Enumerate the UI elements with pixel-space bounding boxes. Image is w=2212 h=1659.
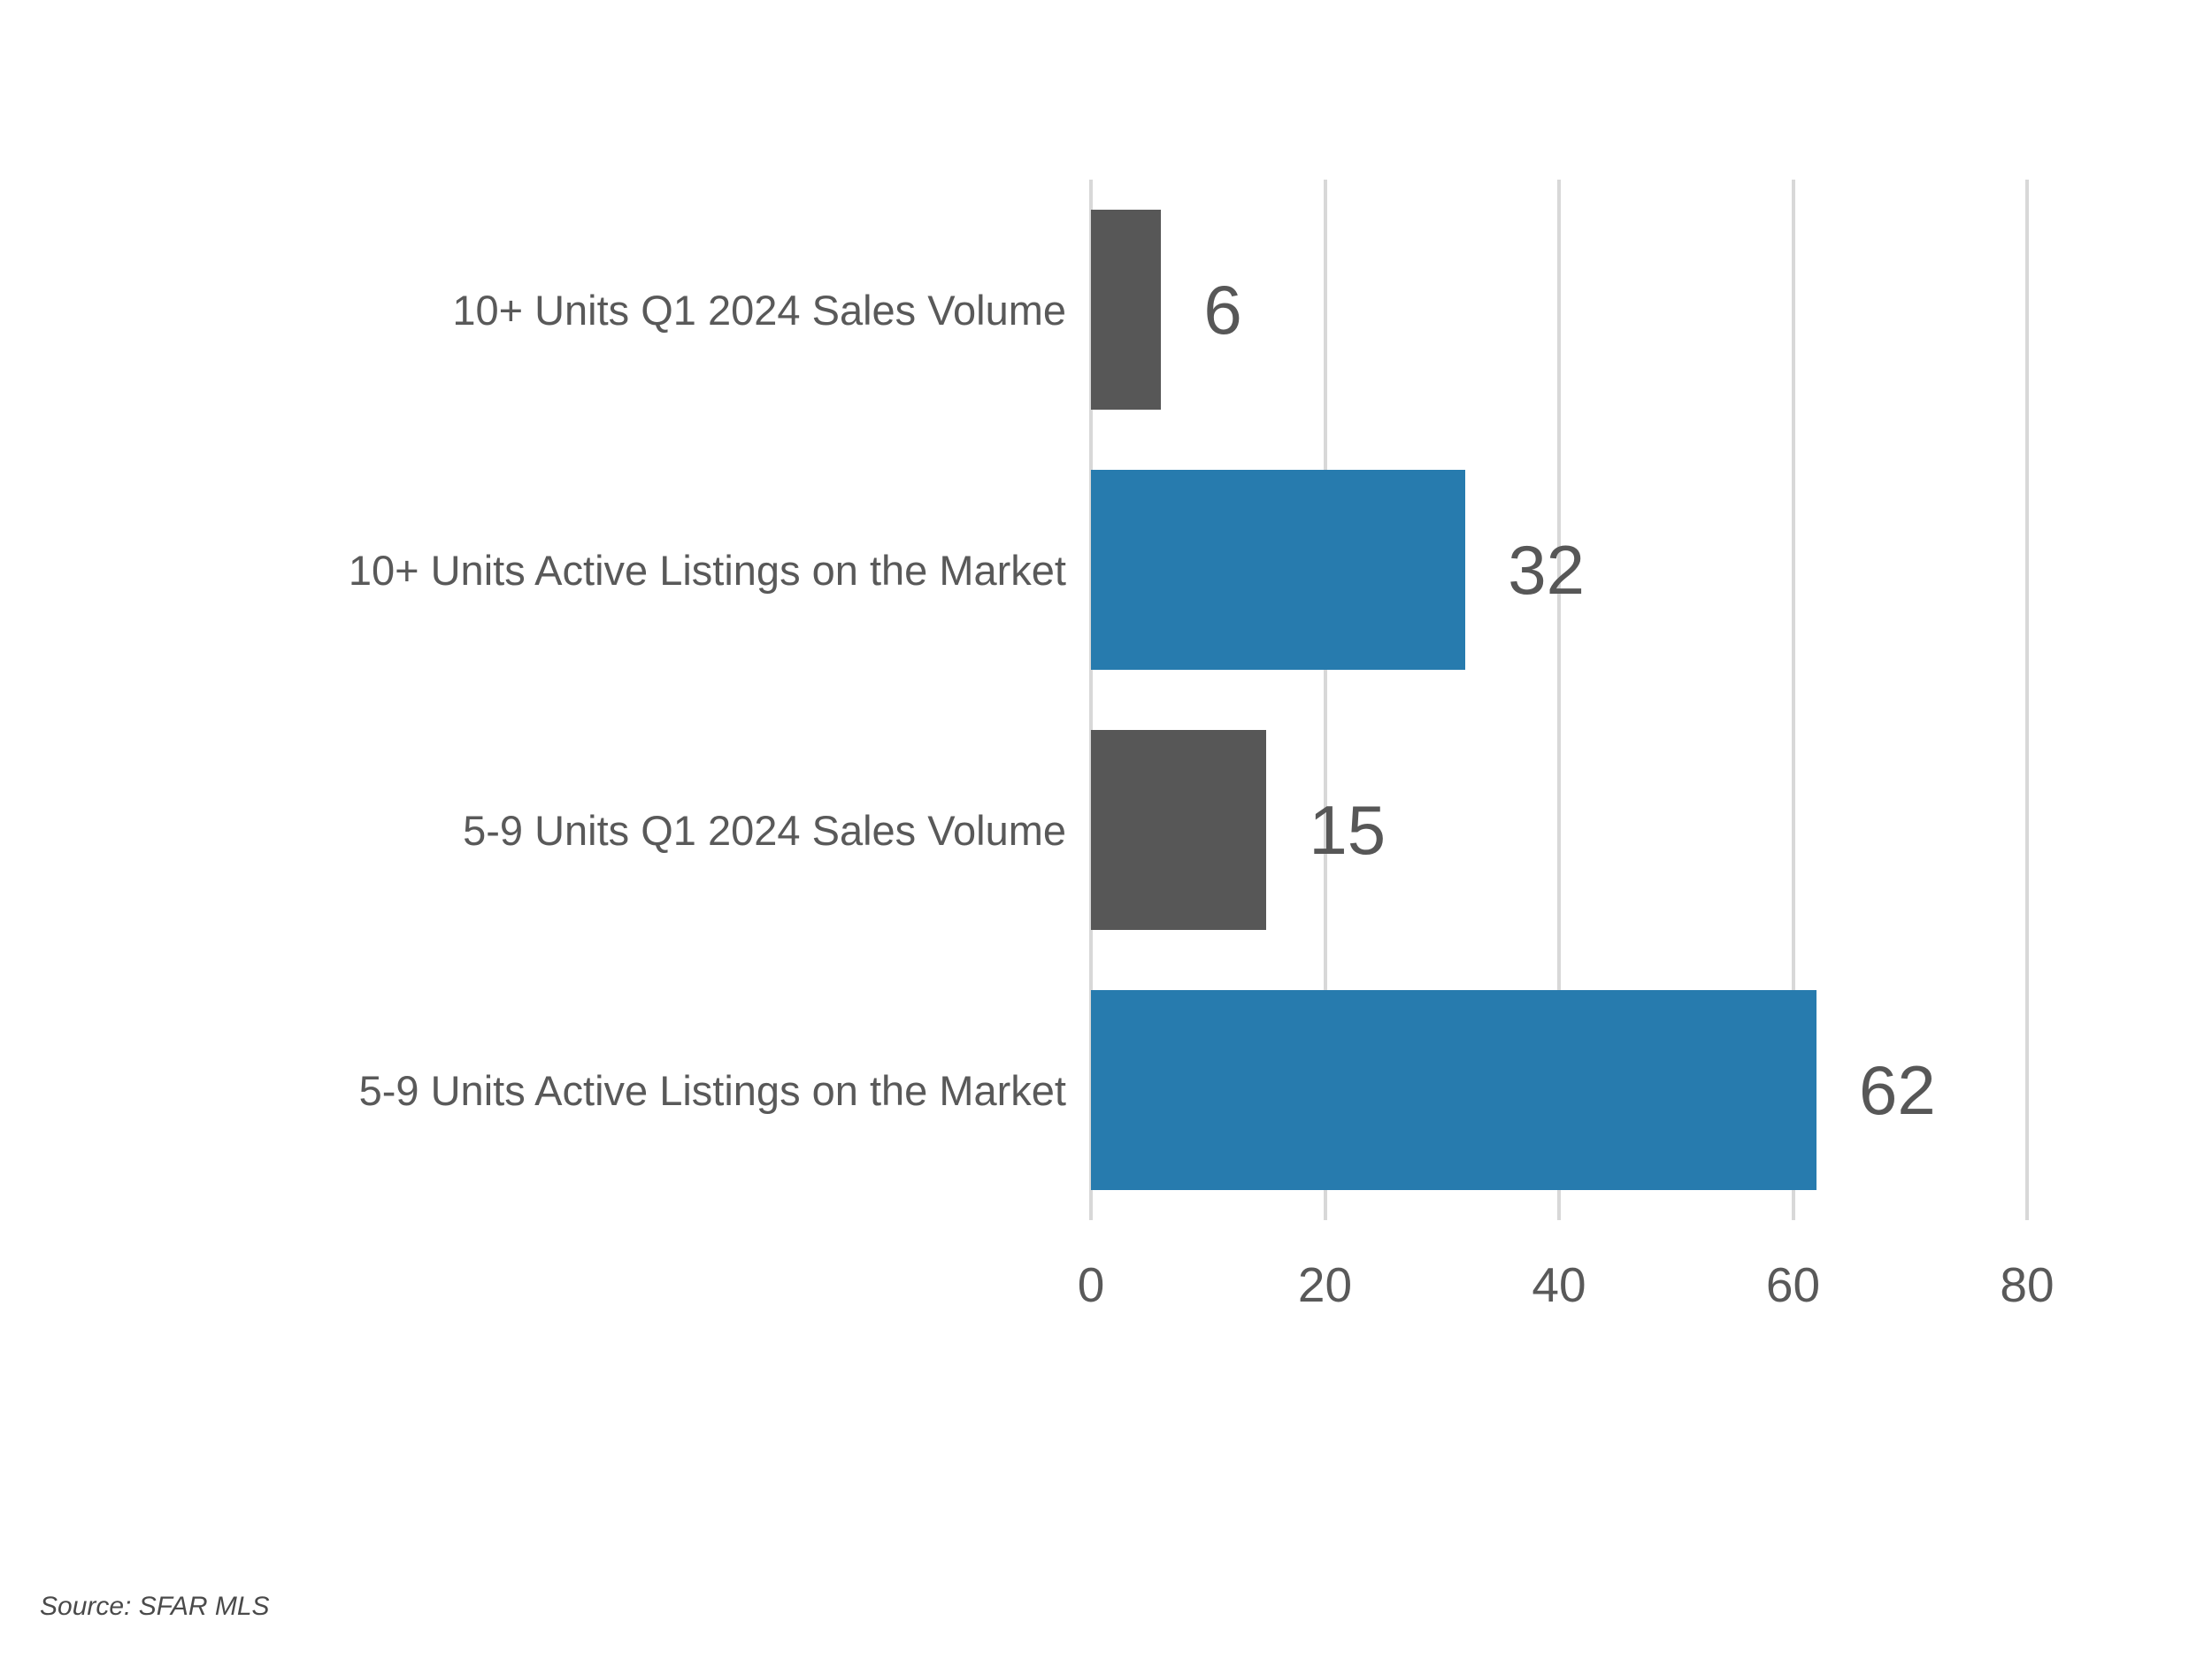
gridline [1791,180,1795,1220]
bar [1091,990,1816,1190]
bar [1091,210,1162,410]
gridline [1557,180,1561,1220]
value-label: 15 [1309,791,1386,869]
gridline [1323,180,1327,1220]
bar [1091,730,1267,930]
gridline [2025,180,2029,1220]
value-label: 62 [1858,1051,1936,1129]
category-label: 5-9 Units Q1 2024 Sales Volume [463,806,1066,854]
value-label: 32 [1508,531,1585,609]
x-tick-label: 40 [1532,1257,1586,1312]
value-label: 6 [1203,271,1242,349]
x-tick-label: 20 [1297,1257,1353,1312]
bar [1091,470,1466,670]
gridline [1089,180,1093,1220]
category-label: 5-9 Units Active Listings on the Market [358,1066,1066,1114]
category-label: 10+ Units Active Listings on the Market [348,546,1066,594]
source-note: Source: SFAR MLS [40,1592,270,1621]
x-tick-label: 0 [1077,1257,1105,1312]
x-tick-label: 80 [2000,1257,2055,1312]
category-label: 10+ Units Q1 2024 Sales Volume [452,286,1066,334]
x-tick-label: 60 [1765,1257,1821,1312]
